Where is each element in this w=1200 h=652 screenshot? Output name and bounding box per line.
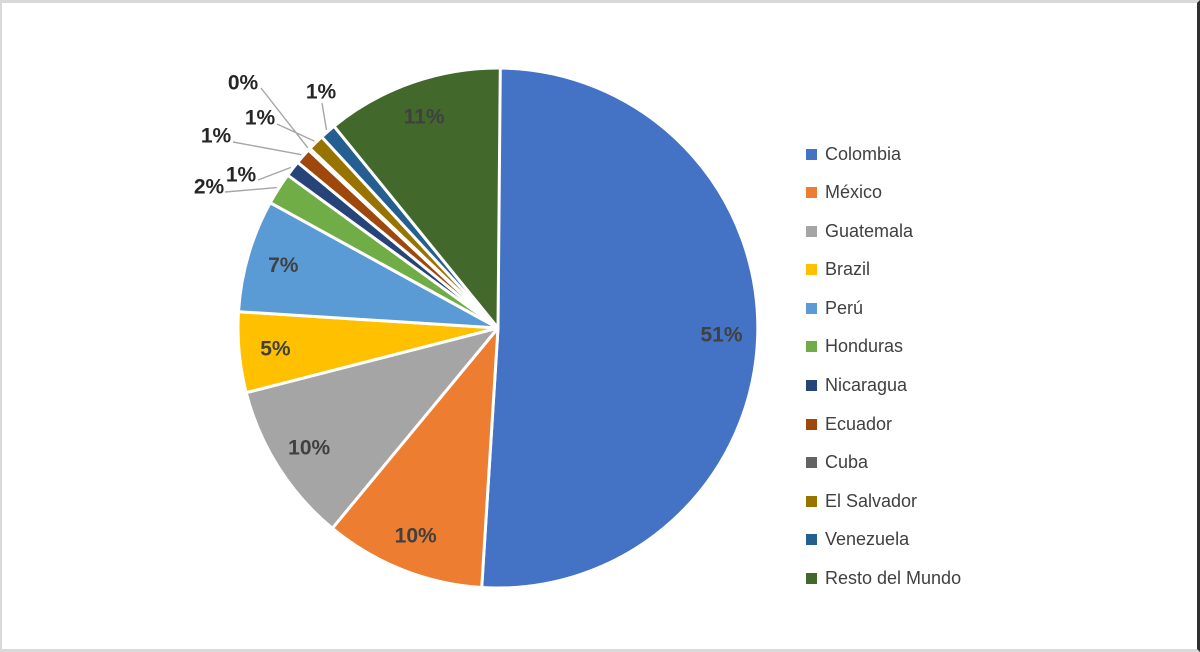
leader-line-ecuador [232, 141, 302, 156]
pie-slice-peru [237, 201, 500, 330]
pie-label-colombia: 51% [700, 324, 742, 347]
legend-item-peru: Perú [806, 297, 961, 319]
leader-line-venezuela [321, 102, 328, 131]
legend-swatch-honduras [806, 341, 817, 353]
legend-item-guatemala: Guatemala [806, 220, 961, 242]
legend-item-ecuador: Ecuador [806, 413, 961, 435]
legend-swatch-nicaragua [806, 380, 817, 392]
legend-label-ecuador: Ecuador [825, 413, 893, 434]
legend-swatch-venezuela [806, 534, 817, 546]
legend-label-guatemala: Guatemala [825, 220, 914, 241]
legend-item-venezuela: Venezuela [806, 529, 961, 551]
legend-swatch-cuba [806, 457, 817, 469]
legend-swatch-mexico [806, 187, 817, 199]
legend-item-el-salvador: El Salvador [806, 490, 961, 512]
pie-label-guatemala: 10% [288, 436, 330, 459]
legend-label-nicaragua: Nicaragua [825, 375, 908, 396]
legend-swatch-peru [806, 302, 817, 314]
legend-swatch-brazil [806, 264, 817, 276]
pie-slice-resto-del-mundo [332, 66, 502, 330]
legend-label-resto-del-mundo: Resto del Mundo [825, 568, 962, 589]
legend-label-brazil: Brazil [825, 259, 871, 280]
pie-label-el-salvador: 1% [245, 107, 276, 130]
pie-label-peru: 7% [268, 254, 299, 277]
leader-line-cuba [260, 87, 309, 149]
legend-swatch-guatemala [806, 225, 817, 237]
legend-label-colombia: Colombia [825, 143, 902, 164]
pie-label-venezuela: 1% [306, 81, 337, 104]
legend-label-venezuela: Venezuela [825, 529, 910, 550]
pie-label-honduras: 2% [194, 176, 225, 199]
legend-item-resto-del-mundo: Resto del Mundo [806, 568, 961, 590]
pie-label-mexico: 10% [395, 524, 437, 547]
legend-label-el-salvador: El Salvador [825, 490, 918, 511]
pie-slice-mexico [330, 326, 500, 589]
legend-swatch-el-salvador [806, 495, 817, 507]
legend-label-honduras: Honduras [825, 336, 904, 357]
leader-line-nicaragua [257, 166, 292, 181]
legend-item-colombia: Colombia [806, 143, 961, 165]
legend-swatch-ecuador [806, 418, 817, 430]
leader-line-honduras [224, 186, 277, 193]
leader-line-el-salvador [276, 123, 315, 142]
pie-slice-colombia [480, 66, 760, 590]
pie-label-nicaragua: 1% [226, 164, 257, 187]
legend-label-cuba: Cuba [825, 452, 869, 473]
pie-label-brazil: 5% [260, 338, 291, 361]
legend-item-mexico: México [806, 182, 961, 204]
legend-item-honduras: Honduras [806, 336, 961, 358]
legend-item-nicaragua: Nicaragua [806, 375, 961, 397]
pie-chart: 51%10%10%5%7%2%1%1%0%1%1%11% [194, 66, 760, 590]
legend-item-brazil: Brazil [806, 259, 961, 281]
legend-item-cuba: Cuba [806, 452, 961, 474]
legend-swatch-colombia [806, 148, 817, 160]
pie-label-cuba: 0% [228, 72, 259, 95]
pie-label-ecuador: 1% [201, 125, 232, 148]
legend-label-mexico: México [825, 182, 883, 203]
pie-slice-guatemala [244, 326, 500, 530]
legend-label-peru: Perú [825, 297, 864, 318]
legend-swatch-resto-del-mundo [806, 573, 817, 585]
pie-label-resto-del-mundo: 11% [404, 106, 445, 129]
legend: Colombia México Guatemala Brazil Perú Hondura… [806, 143, 961, 606]
